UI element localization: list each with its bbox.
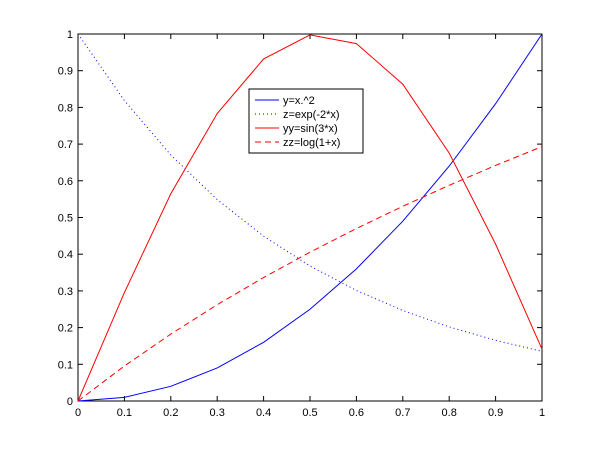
y-tick-label: 0.6 [58, 176, 73, 188]
x-tick-label: 0.2 [163, 407, 178, 419]
legend: y=x.^2 z=exp(-2*x) yy=sin(3*x) zz=log(1+x) [248, 88, 364, 154]
series-line-3 [77, 34, 543, 402]
x-tick-label: 0 [75, 407, 81, 419]
y-tick-label: 0.9 [58, 66, 73, 78]
y-tick-label: 0.1 [58, 359, 73, 371]
series-line-4 [77, 146, 543, 402]
x-tick-label: 0.6 [349, 407, 364, 419]
x-tick-label: 0.4 [256, 407, 271, 419]
series-layer [77, 33, 543, 402]
y-tick-label: 0.8 [58, 102, 73, 114]
x-tick-label: 0.8 [442, 407, 457, 419]
axis-ticks: 0 0.1 0.2 0.3 0.4 0.5 0.6 0.7 0.8 0.9 1 0 0.1 0.2 0.3 0… [58, 29, 545, 419]
series-line-1 [77, 33, 543, 402]
legend-label-3: yy=sin(3*x) [283, 123, 338, 135]
x-tick-label: 0.1 [117, 407, 132, 419]
x-tick-label: 0.9 [488, 407, 503, 419]
y-tick-label: 0.7 [58, 139, 73, 151]
series-line-2 [77, 33, 543, 352]
x-tick-label: 0.3 [210, 407, 225, 419]
y-tick-label: 0.3 [58, 286, 73, 298]
x-tick-label: 0.5 [302, 407, 317, 419]
y-tick-label: 0.5 [58, 213, 73, 225]
x-tick-label: 1 [539, 407, 545, 419]
y-tick-label: 0 [67, 396, 73, 408]
y-tick-label: 1 [67, 29, 73, 41]
legend-label-2: z=exp(-2*x) [283, 109, 340, 121]
legend-label-4: zz=log(1+x) [283, 137, 340, 149]
legend-label-1: y=x.^2 [283, 95, 315, 107]
y-tick-label: 0.2 [58, 323, 73, 335]
y-tick-label: 0.4 [58, 249, 73, 261]
x-tick-label: 0.7 [395, 407, 410, 419]
